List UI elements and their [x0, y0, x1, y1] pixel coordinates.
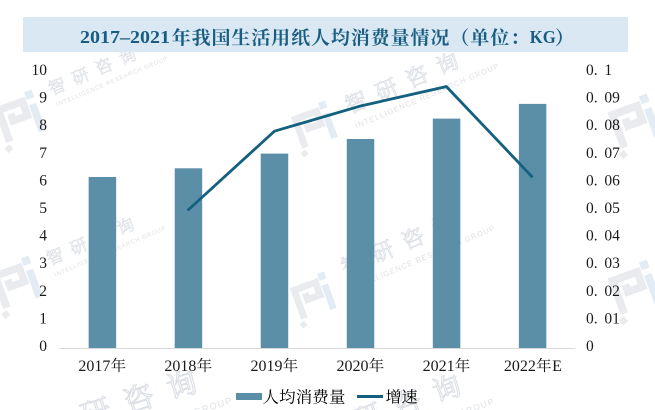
- svg-text:9: 9: [39, 90, 47, 107]
- svg-text:10: 10: [32, 62, 48, 79]
- svg-text:3: 3: [39, 255, 47, 272]
- svg-text:2021: 2021: [423, 358, 455, 375]
- svg-text:5: 5: [39, 200, 47, 217]
- svg-text:2022: 2022: [504, 358, 536, 375]
- svg-text:6: 6: [39, 172, 47, 189]
- svg-text:2019: 2019: [251, 358, 283, 375]
- svg-text:7: 7: [39, 145, 47, 162]
- svg-text:E: E: [552, 358, 562, 375]
- svg-text:4: 4: [39, 228, 47, 245]
- svg-text:2020: 2020: [337, 358, 369, 375]
- svg-text:2: 2: [39, 283, 47, 300]
- svg-text:KG: KG: [530, 27, 556, 47]
- svg-text:2017: 2017: [78, 358, 110, 375]
- svg-text:8: 8: [39, 117, 47, 134]
- svg-text:2018: 2018: [164, 358, 196, 375]
- svg-text:1: 1: [39, 311, 47, 328]
- svg-text:2017–2021: 2017–2021: [80, 27, 170, 47]
- svg-text:0: 0: [586, 338, 594, 355]
- svg-text:0: 0: [39, 338, 47, 355]
